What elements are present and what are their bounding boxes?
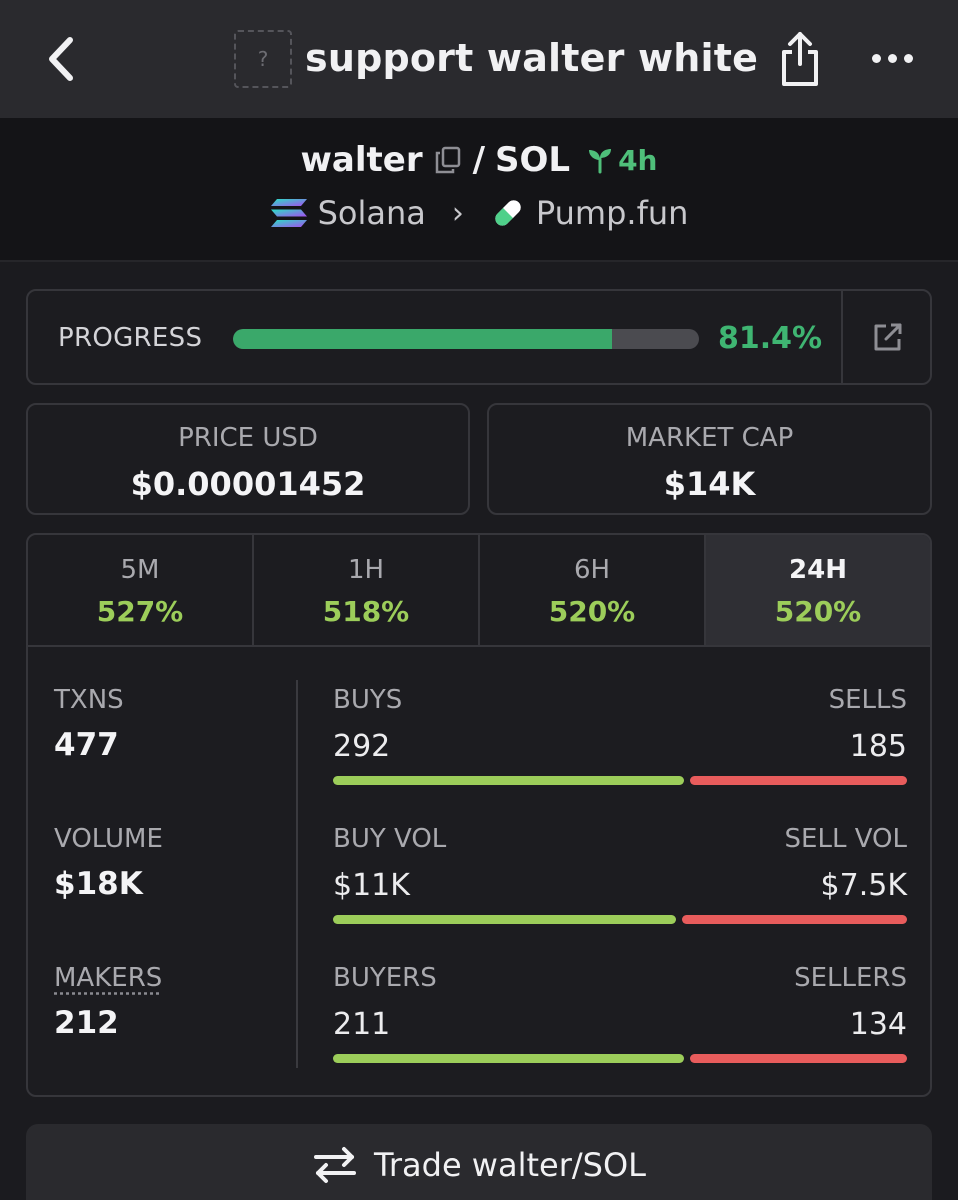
open-external-button[interactable] — [841, 291, 932, 383]
progress-bar — [233, 329, 699, 349]
buyers-label: BUYERS — [333, 963, 437, 993]
pair-line: walter / SOL 4h — [0, 140, 958, 180]
buyers-sellers-split: BUYERS SELLERS 211 134 — [333, 963, 907, 1063]
buys-label: BUYS — [333, 685, 403, 715]
chevron-left-icon — [49, 37, 73, 81]
external-link-icon — [874, 323, 901, 351]
share-button[interactable] — [772, 26, 828, 92]
pair-age-badge: 4h — [586, 143, 658, 177]
txns-label: TXNS — [54, 685, 124, 715]
tab-label: 1H — [347, 555, 385, 585]
ellipsis-dot — [903, 53, 913, 63]
page-title: support walter white — [305, 36, 759, 80]
token-image-placeholder: ? — [234, 30, 292, 88]
sprout-icon — [589, 149, 612, 174]
market-cap-value: $14K — [663, 465, 756, 503]
makers-label[interactable]: MAKERS — [54, 963, 163, 993]
buy-vol-bar — [333, 915, 677, 924]
pair-info: walter / SOL 4h — [0, 118, 958, 262]
sell-vol-bar — [682, 915, 907, 924]
share-icon — [782, 32, 818, 86]
tab-change-value: 527% — [96, 595, 184, 628]
market-cap-label: MARKET CAP — [625, 423, 794, 453]
makers-value: 212 — [54, 1005, 119, 1041]
tab-label: 6H — [573, 555, 611, 585]
dex-name[interactable]: Pump.fun — [535, 194, 689, 232]
top-header: ? support walter white — [0, 0, 958, 118]
timeframe-tabs: 5M 527% 1H 518% 6H 520% 24H 520% — [28, 535, 930, 647]
txns-metric: TXNS 477 — [54, 685, 124, 763]
makers-metric: MAKERS 212 — [54, 963, 162, 1041]
progress-label: PROGRESS — [58, 323, 203, 353]
sells-bar — [690, 776, 907, 785]
buy-sell-volume-split: BUY VOL SELL VOL $11K $7.5K — [333, 824, 907, 924]
sellers-bar — [690, 1054, 907, 1063]
volume-label: VOLUME — [54, 824, 163, 854]
column-divider — [296, 680, 298, 1068]
chevron-right-icon: › — [451, 195, 464, 231]
buy-vol-label: BUY VOL — [333, 824, 447, 854]
buyers-sellers-bar — [333, 1054, 907, 1063]
tab-change-value: 520% — [774, 595, 862, 628]
tab-change-value: 520% — [548, 595, 636, 628]
buyers-bar — [333, 1054, 685, 1063]
sellers-value: 134 — [849, 1007, 907, 1042]
market-cap-card: MARKET CAP $14K — [487, 403, 932, 515]
swap-arrows-icon — [314, 1147, 357, 1183]
chain-breadcrumb: Solana › Pump.fun — [0, 194, 958, 232]
back-button[interactable] — [36, 30, 86, 88]
pair-separator: / — [472, 140, 486, 180]
progress-bar-fill — [233, 329, 613, 349]
progress-value: 81.4% — [718, 321, 823, 356]
copy-address-button[interactable] — [433, 145, 463, 175]
buyers-value: 211 — [333, 1007, 391, 1042]
pair-age: 4h — [618, 143, 658, 177]
buys-sells-bar — [333, 776, 907, 785]
tab-5m[interactable]: 5M 527% — [28, 535, 254, 645]
buy-vol-value: $11K — [333, 868, 410, 903]
chain-name[interactable]: Solana — [317, 194, 426, 232]
pill-icon — [495, 200, 521, 226]
bonding-progress-card: PROGRESS 81.4% — [26, 289, 932, 385]
solana-icon — [270, 199, 307, 227]
volume-metric: VOLUME $18K — [54, 824, 163, 902]
copy-icon — [435, 146, 460, 174]
ellipsis-icon — [871, 53, 881, 63]
tab-24h[interactable]: 24H 520% — [706, 535, 930, 645]
quote-token: SOL — [495, 140, 571, 180]
volume-value: $18K — [54, 866, 143, 902]
tab-change-value: 518% — [322, 595, 410, 628]
buys-sells-split: BUYS SELLS 292 185 — [333, 685, 907, 785]
buys-value: 292 — [333, 729, 391, 764]
more-options-button[interactable] — [862, 36, 922, 80]
price-usd-label: PRICE USD — [178, 423, 318, 453]
buys-bar — [333, 776, 685, 785]
tab-label: 5M — [120, 555, 160, 585]
trade-button-label: Trade walter/SOL — [374, 1146, 646, 1184]
sell-vol-label: SELL VOL — [784, 824, 907, 854]
sells-value: 185 — [849, 729, 907, 764]
txns-value: 477 — [54, 727, 119, 763]
tab-1h[interactable]: 1H 518% — [254, 535, 480, 645]
placeholder-question-mark: ? — [257, 47, 269, 71]
volume-bar — [333, 915, 907, 924]
tab-6h[interactable]: 6H 520% — [480, 535, 706, 645]
base-token: walter — [300, 140, 423, 180]
trade-button[interactable]: Trade walter/SOL — [26, 1124, 932, 1200]
stats-panel: 5M 527% 1H 518% 6H 520% 24H 520% TXNS 47… — [26, 533, 932, 1097]
price-usd-card: PRICE USD $0.00001452 — [26, 403, 470, 515]
tab-label: 24H — [789, 555, 847, 585]
ellipsis-dot — [887, 53, 897, 63]
price-usd-value: $0.00001452 — [130, 465, 366, 503]
sell-vol-value: $7.5K — [820, 868, 907, 903]
sellers-label: SELLERS — [794, 963, 907, 993]
sells-label: SELLS — [828, 685, 907, 715]
